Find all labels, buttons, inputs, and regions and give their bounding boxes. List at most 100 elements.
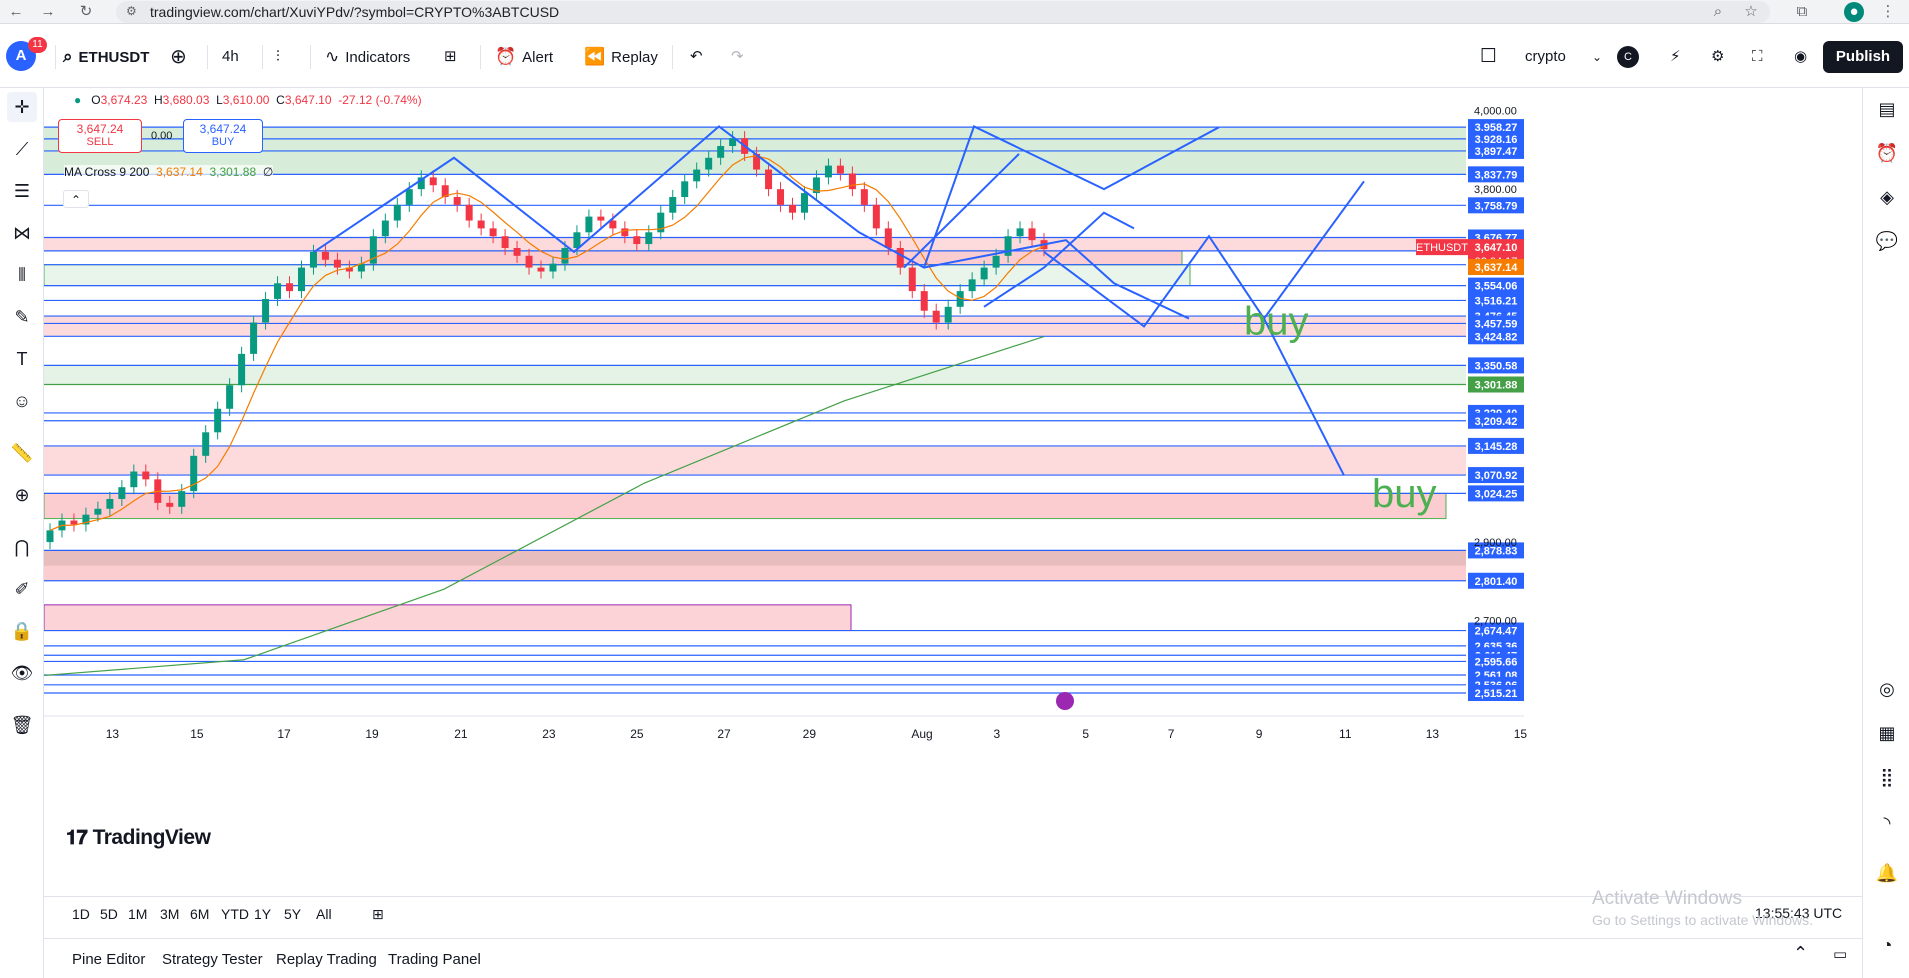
windows-activation-watermark: Activate Windows Go to Settings to activ… xyxy=(1592,888,1813,928)
broadcast-icon[interactable]: ◝ xyxy=(1883,813,1891,833)
arrow-stem xyxy=(903,153,1020,269)
layout-name[interactable]: crypto xyxy=(1525,48,1566,65)
range-all[interactable]: All xyxy=(316,906,332,922)
watchlist-icon[interactable]: ▤ xyxy=(1878,99,1896,119)
extensions-icon[interactable]: ⧉ xyxy=(1796,3,1808,20)
current-price: 3,647.10 xyxy=(1475,242,1518,254)
layers-icon[interactable]: ◈ xyxy=(1880,187,1894,207)
site-info-icon[interactable]: ⚙ xyxy=(126,4,137,18)
price-axis-label-bg xyxy=(1468,685,1524,701)
panel-tab[interactable]: Trading Panel xyxy=(388,951,481,968)
panel-tab[interactable]: Pine Editor xyxy=(72,951,146,968)
target-icon[interactable]: ◎ xyxy=(1879,679,1895,699)
bookmark-star-icon[interactable]: ☆ xyxy=(1744,3,1758,20)
alerts-clock-icon[interactable]: ⏰ xyxy=(1875,143,1899,163)
brush-icon[interactable]: ✎ xyxy=(14,307,30,327)
price-axis-label-bg xyxy=(1468,357,1524,374)
range-5d[interactable]: 5D xyxy=(100,906,118,922)
help-icon[interactable]: ◔ xyxy=(1881,935,1893,955)
candle-body xyxy=(729,138,737,147)
panel-tab[interactable]: Replay Trading xyxy=(276,951,377,968)
range-5y[interactable]: 5Y xyxy=(284,906,302,922)
symbol-search-button[interactable]: ⌕ ETHUSDT xyxy=(63,43,149,71)
buy-button[interactable]: 3,647.24 BUY xyxy=(183,119,263,153)
range-1m[interactable]: 1M xyxy=(128,906,148,922)
layout-square-icon[interactable]: ☐ xyxy=(1480,46,1498,67)
price-axis-tick: 2,700.00 xyxy=(1474,616,1517,628)
activate-subtitle: Go to Settings to activate Windows. xyxy=(1592,912,1813,928)
replay-button[interactable]: ⏪ Replay xyxy=(584,43,658,71)
chart-type-candles-icon[interactable]: ⫶ xyxy=(276,48,280,65)
alert-button[interactable]: ⏰ Alert xyxy=(495,43,553,71)
candle-body xyxy=(824,165,832,178)
candle-body xyxy=(1016,228,1024,237)
text-tool-icon[interactable]: T xyxy=(16,349,28,369)
snapshot-camera-icon[interactable]: ◉ xyxy=(1794,48,1808,65)
panel-tab[interactable]: Strategy Tester xyxy=(162,951,263,968)
zoom-icon[interactable]: ⌕ xyxy=(1713,3,1723,20)
forward-icon[interactable]: → xyxy=(40,3,56,20)
price-chart[interactable]: buybuy4,093.663,958.273,928.163,897.473,… xyxy=(44,88,1862,888)
lock-icon[interactable]: 🔒 xyxy=(10,621,34,641)
profile-icon[interactable]: ● xyxy=(1844,2,1864,22)
eye-icon[interactable]: 👁 xyxy=(10,663,34,683)
range-1d[interactable]: 1D xyxy=(72,906,90,922)
interval-button[interactable]: 4h xyxy=(222,48,239,65)
ruler-icon[interactable]: 📏 xyxy=(10,443,34,463)
zoom-in-icon[interactable]: ⊕ xyxy=(14,485,30,505)
trend-line-icon[interactable]: ⟋ xyxy=(15,139,29,159)
collapse-legend-chevron-icon[interactable]: ⌃ xyxy=(63,190,89,208)
range-6m[interactable]: 6M xyxy=(190,906,210,922)
pattern-icon[interactable]: ⋈ xyxy=(13,223,31,243)
magnet-icon[interactable]: ⋂ xyxy=(14,537,30,557)
address-bar[interactable]: ⚙ tradingview.com/chart/XuviYPdv/?symbol… xyxy=(116,1,1770,23)
reload-icon[interactable]: ↻ xyxy=(79,3,93,20)
buy-zone-box xyxy=(44,492,1447,520)
range-ytd[interactable]: YTD xyxy=(221,906,249,922)
candle-body xyxy=(992,255,1000,268)
alert-label: Alert xyxy=(522,49,554,66)
candle-body xyxy=(765,169,773,190)
sell-button[interactable]: 3,647.24 SELL xyxy=(58,119,142,153)
price-axis-label: 2,674.47 xyxy=(1475,626,1518,638)
range-3m[interactable]: 3M xyxy=(160,906,180,922)
undo-icon[interactable]: ↶ xyxy=(690,48,703,65)
layout-dropdown-chevron-icon[interactable]: ⌄ xyxy=(1592,50,1603,64)
fib-lines-icon[interactable]: ☰ xyxy=(13,181,31,201)
publish-button[interactable]: Publish xyxy=(1823,41,1903,73)
status-dot-icon: ● xyxy=(74,93,82,107)
browser-menu-icon[interactable]: ⋮ xyxy=(1880,3,1896,20)
apps-grid-icon[interactable]: ⣿ xyxy=(1880,767,1894,787)
replay-marker-icon xyxy=(1056,692,1074,710)
trash-icon[interactable]: 🗑 xyxy=(10,715,34,735)
range-1y[interactable]: 1Y xyxy=(254,906,272,922)
date-range-calendar-icon[interactable]: ⊞ xyxy=(372,906,384,922)
forecast-icon[interactable]: ⫴ xyxy=(18,265,26,285)
ma-cross-legend[interactable]: MA Cross 9 200 3,637.14 3,301.88 ∅ xyxy=(64,165,274,179)
calendar-icon[interactable]: ▦ xyxy=(1878,723,1896,743)
indicators-button[interactable]: ∿ Indicators xyxy=(325,43,410,71)
crosshair-icon[interactable]: ✛ xyxy=(7,92,37,122)
emoji-icon[interactable]: ☺ xyxy=(12,391,32,411)
fullscreen-icon[interactable]: ⛶ xyxy=(1752,48,1763,65)
candle-body xyxy=(274,283,282,299)
settings-gear-icon[interactable]: ⚙ xyxy=(1711,48,1725,65)
symbol-tag: ETHUSDT xyxy=(1416,242,1468,254)
lock-drawing-pen-icon[interactable]: ✐ xyxy=(14,579,30,599)
candle-body xyxy=(405,189,413,205)
collapse-panel-chevron-icon[interactable]: ⌃ xyxy=(1793,943,1809,963)
notifications-bell-icon[interactable]: 🔔 xyxy=(1875,863,1899,883)
low-value: 3,610.00 xyxy=(222,93,270,107)
maximize-panel-icon[interactable]: ▭ xyxy=(1833,946,1848,963)
redo-icon[interactable]: ↷ xyxy=(731,48,744,65)
compare-symbol-icon[interactable]: ⊕ xyxy=(170,46,187,68)
price-axis-label: 2,801.40 xyxy=(1475,576,1518,588)
open-value: 3,674.23 xyxy=(100,93,148,107)
chart-pane[interactable]: buybuy4,093.663,958.273,928.163,897.473,… xyxy=(44,88,1862,888)
quick-search-icon[interactable]: ⚡ xyxy=(1670,48,1681,65)
templates-grid-icon[interactable]: ⊞ xyxy=(444,48,457,65)
back-icon[interactable]: ← xyxy=(8,3,24,20)
candle-body xyxy=(896,247,904,268)
chat-icon[interactable]: 💬 xyxy=(1875,231,1899,251)
clock-utc[interactable]: 13:55:43 UTC xyxy=(1755,905,1843,921)
